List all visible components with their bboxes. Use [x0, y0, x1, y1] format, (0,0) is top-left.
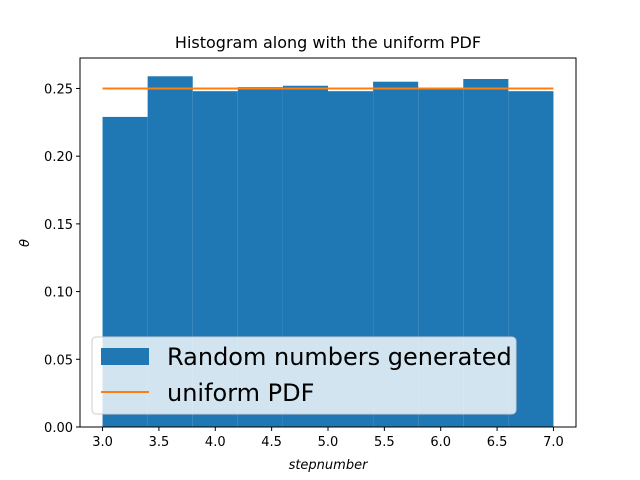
y-ticks: 0.00 0.05 0.10 0.15 0.20 0.25 [44, 82, 80, 436]
y-tick-label: 0.20 [44, 150, 73, 165]
x-tick-label: 5.5 [374, 435, 395, 450]
legend-box [91, 336, 517, 415]
x-tick-label: 4.0 [205, 435, 226, 450]
y-tick-label: 0.15 [44, 218, 73, 233]
legend-swatch-histogram [101, 348, 149, 365]
y-tick-label: 0.10 [44, 286, 73, 301]
y-tick-label: 0.25 [44, 82, 73, 97]
y-tick-label: 0.05 [44, 353, 73, 368]
y-axis-label: θ [18, 239, 33, 247]
chart-title: Histogram along with the uniform PDF [175, 33, 481, 52]
x-tick-label: 3.0 [92, 435, 113, 450]
x-tick-label: 6.5 [487, 435, 508, 450]
x-tick-label: 3.5 [149, 435, 170, 450]
legend-label-histogram: Random numbers generated [167, 343, 512, 371]
x-tick-label: 4.5 [261, 435, 282, 450]
y-tick-label: 0.00 [44, 421, 73, 436]
legend-label-pdf: uniform PDF [167, 379, 314, 407]
legend: Random numbers generated uniform PDF [91, 336, 517, 415]
x-tick-label: 6.0 [430, 435, 451, 450]
x-tick-label: 5.0 [318, 435, 339, 450]
x-ticks: 3.0 3.5 4.0 4.5 5.0 5.5 6.0 6.5 7.0 [92, 427, 564, 450]
x-tick-label: 7.0 [543, 435, 564, 450]
x-axis-label: stepnumber [289, 458, 370, 473]
